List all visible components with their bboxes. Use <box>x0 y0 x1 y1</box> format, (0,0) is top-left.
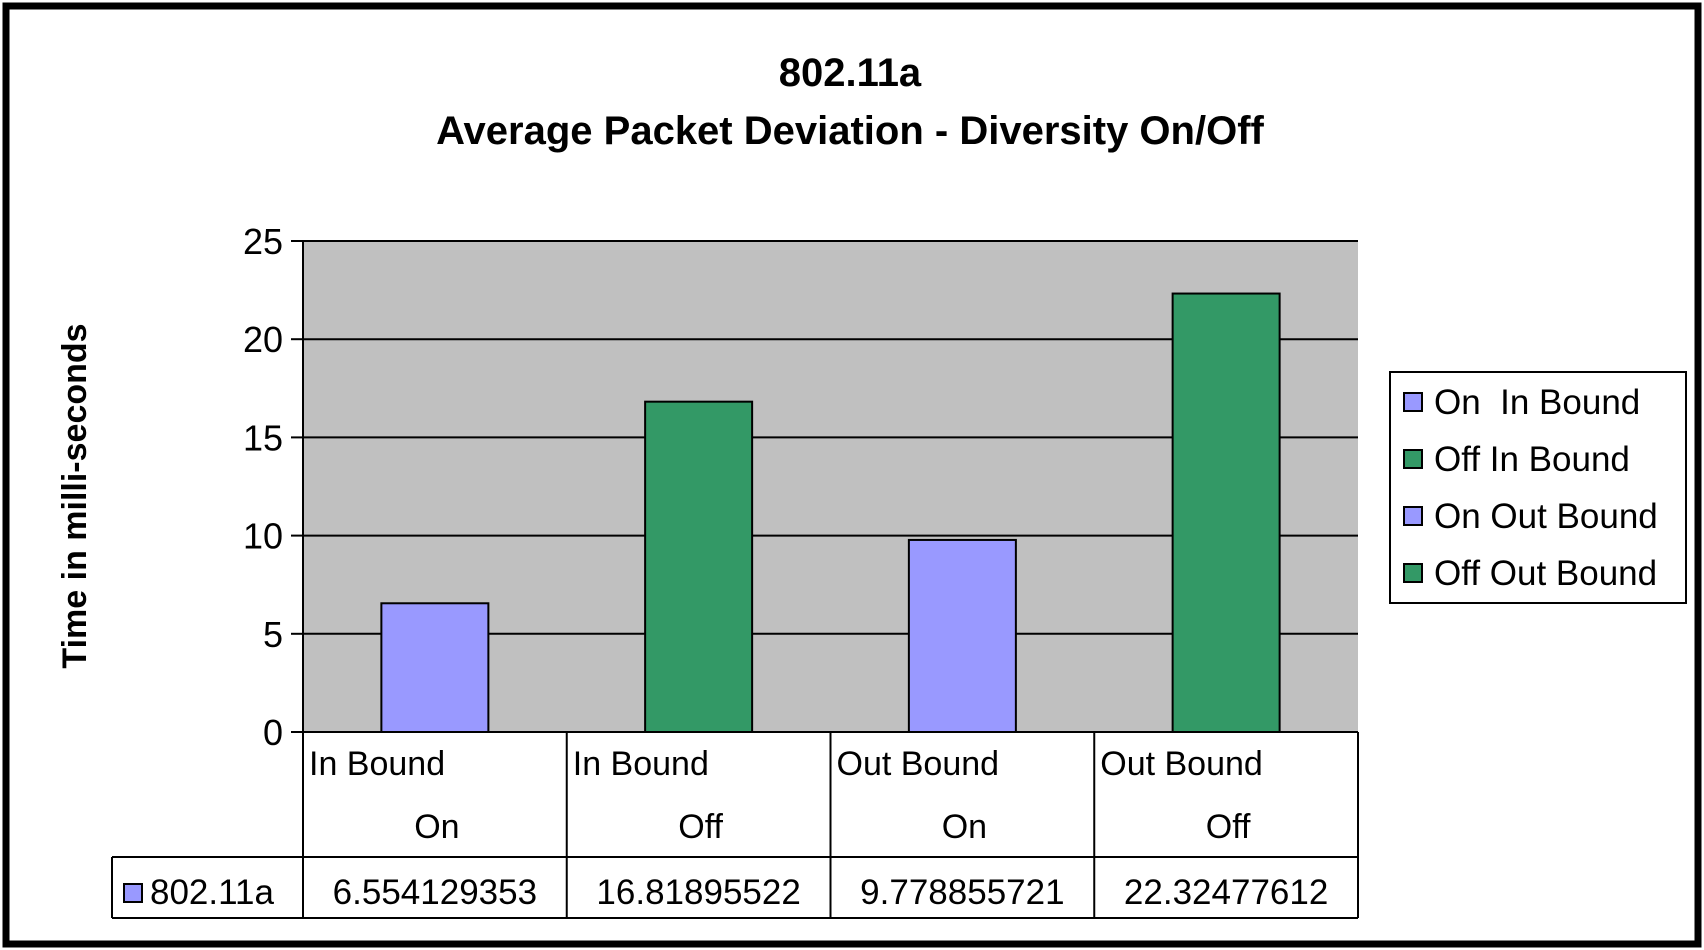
category-sublabel: On <box>942 808 987 846</box>
y-tick-label: 15 <box>243 417 283 458</box>
legend-label: On In Bound <box>1434 383 1640 422</box>
category-label: In Bound <box>573 745 709 783</box>
table-value: 16.81895522 <box>596 873 800 912</box>
legend-swatch <box>1403 506 1423 526</box>
legend: On In Bound Off In Bound On Out Bound Off O… <box>1389 371 1687 604</box>
category-label: Out Bound <box>1100 745 1263 783</box>
bar <box>907 538 1017 734</box>
y-tick-label: 5 <box>263 614 283 655</box>
legend-label: Off Out Bound <box>1434 554 1657 593</box>
category-label: Out Bound <box>837 745 1000 783</box>
table-series-swatch <box>123 883 143 903</box>
bar <box>644 400 754 733</box>
legend-label: Off In Bound <box>1434 440 1630 479</box>
legend-swatch <box>1403 449 1423 469</box>
y-tick-label: 0 <box>263 712 283 753</box>
table-value: 9.778855721 <box>860 873 1064 912</box>
legend-swatch <box>1403 563 1423 583</box>
bars <box>380 292 1281 734</box>
y-tick-label: 25 <box>243 221 283 262</box>
legend-box <box>1389 371 1687 604</box>
y-axis-ticks: 0 5 10 15 20 25 <box>243 221 304 753</box>
y-axis-label: Time in milli-seconds <box>56 323 94 668</box>
legend-swatch <box>1403 392 1423 412</box>
category-label: In Bound <box>309 745 445 783</box>
legend-label: On Out Bound <box>1434 497 1658 536</box>
y-tick-label: 10 <box>243 516 283 557</box>
table-series-name: 802.11a <box>150 873 274 912</box>
y-tick-label: 20 <box>243 319 283 360</box>
category-sublabel: Off <box>1206 808 1251 846</box>
chart-title: 802.11a <box>779 51 922 95</box>
category-sublabel: On <box>414 808 459 846</box>
chart-subtitle: Average Packet Deviation - Diversity On/… <box>436 109 1264 153</box>
table-value: 6.554129353 <box>333 873 537 912</box>
table-value: 22.32477612 <box>1124 873 1328 912</box>
bar <box>1171 292 1281 733</box>
bar <box>380 602 490 734</box>
data-table: In Bound On 6.554129353 In Bound Off 16.81895… <box>111 731 1359 919</box>
category-sublabel: Off <box>678 808 723 846</box>
